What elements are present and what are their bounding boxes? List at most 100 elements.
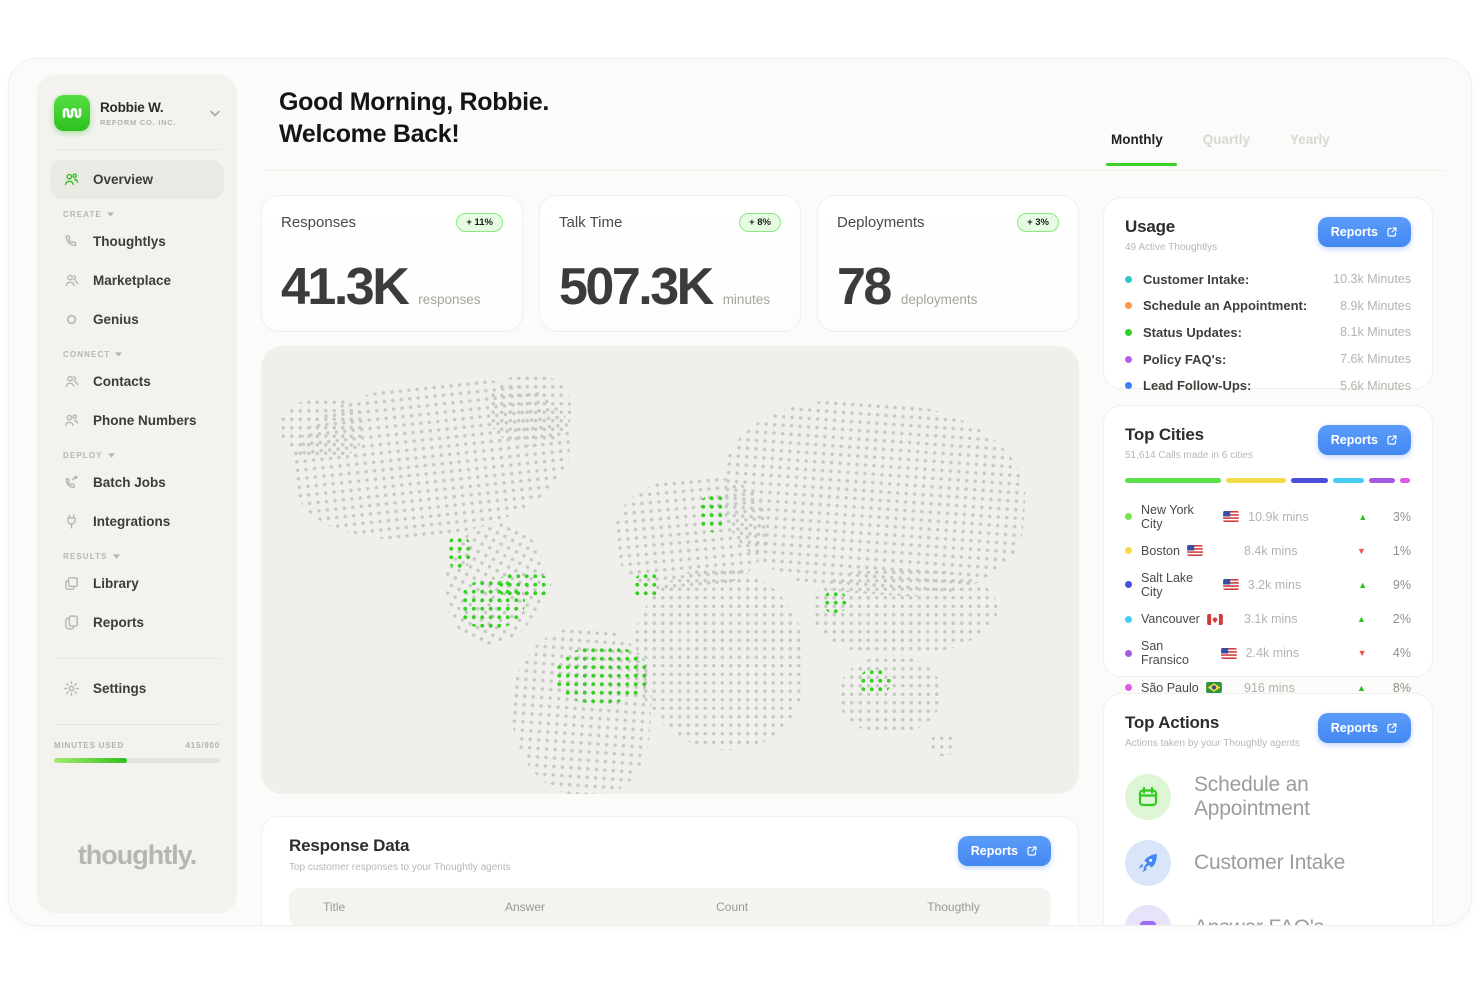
- flag-us-icon: [1223, 511, 1240, 523]
- sidebar: Robbie W. REFORM CO. INC. Overview CREAT…: [37, 75, 237, 913]
- gear-icon: [63, 680, 80, 697]
- layers-icon: [63, 575, 80, 592]
- call-cluster-uk: [633, 572, 661, 600]
- legend-dot: [1125, 649, 1132, 657]
- flag-us-icon: [1187, 545, 1203, 557]
- sidebar-item-label: Batch Jobs: [93, 475, 166, 490]
- flag-br-icon: [1205, 682, 1222, 694]
- sidebar-section-results[interactable]: RESULTS: [63, 552, 211, 561]
- legend-dot: [1125, 513, 1132, 521]
- people-icon: [63, 373, 80, 390]
- period-tabs: Monthly Quartly Yearly: [1106, 132, 1330, 166]
- response-data-subtitle: Top customer responses to your Thoughtly…: [289, 862, 511, 873]
- sidebar-item-label: Library: [93, 576, 139, 591]
- user-name: Robbie W.: [100, 99, 164, 115]
- trend-up-icon: ▲: [1357, 682, 1366, 693]
- stat-unit: minutes: [722, 292, 770, 307]
- legend-dot: [1125, 547, 1132, 555]
- stat-label: Talk Time: [559, 214, 623, 231]
- chevron-down-icon: [107, 452, 115, 458]
- sidebar-item-thoughtlys[interactable]: Thoughtlys: [50, 222, 224, 261]
- column-title: Title: [323, 900, 346, 914]
- sidebar-item-label: Integrations: [93, 514, 171, 529]
- sidebar-item-label: Phone Numbers: [93, 413, 197, 428]
- sidebar-section-connect[interactable]: CONNECT: [63, 350, 211, 359]
- city-row: São Paulo 916 mins ▲ 8%: [1125, 674, 1411, 701]
- trend-down-icon: ▼: [1357, 545, 1366, 556]
- sidebar-item-batch-jobs[interactable]: Batch Jobs: [50, 463, 224, 502]
- sidebar-item-label: Overview: [93, 172, 154, 187]
- stat-card-talk-time: Talk Time + 8% 507.3K minutes: [539, 195, 801, 332]
- flag-us-icon: [1222, 579, 1239, 591]
- bar-segment: [1225, 478, 1286, 483]
- documents-icon: [63, 614, 80, 631]
- top-actions-reports-button[interactable]: Reports: [1317, 713, 1411, 743]
- app-window: Robbie W. REFORM CO. INC. Overview CREAT…: [8, 58, 1472, 926]
- trend-badge: + 3%: [1017, 213, 1059, 232]
- sidebar-item-genius[interactable]: Genius: [50, 300, 224, 339]
- tab-quartly[interactable]: Quartly: [1202, 132, 1251, 147]
- response-data-card: Response Data Top customer responses to …: [261, 816, 1079, 925]
- trend-badge: + 8%: [739, 213, 781, 232]
- top-cities-reports-button[interactable]: Reports: [1317, 425, 1411, 455]
- people-icon: [63, 171, 80, 188]
- external-link-icon: [1387, 435, 1397, 445]
- divider: [54, 149, 220, 150]
- column-count: Count: [716, 900, 749, 914]
- people-icon: [63, 412, 80, 429]
- column-answer: Answer: [505, 900, 546, 914]
- page-title: Good Morning, Robbie. Welcome Back!: [279, 87, 549, 151]
- usage-reports-button[interactable]: Reports: [1317, 217, 1411, 247]
- landmass-africa: [633, 568, 805, 750]
- column-thougthly: Thougthly: [927, 900, 980, 914]
- response-data-title: Response Data: [289, 836, 410, 855]
- call-cluster-australia-east: [859, 668, 891, 696]
- workspace-switcher[interactable]: Robbie W. REFORM CO. INC.: [50, 89, 224, 147]
- sidebar-item-label: Contacts: [93, 374, 151, 389]
- sidebar-item-label: Settings: [93, 681, 147, 696]
- sidebar-item-label: Marketplace: [93, 273, 172, 288]
- stat-card-deployments: Deployments + 3% 78 deployments: [817, 195, 1079, 332]
- bar-segment: [1290, 478, 1329, 483]
- sidebar-item-overview[interactable]: Overview: [50, 160, 224, 199]
- minutes-used-label: MINUTES USED: [54, 741, 125, 750]
- plug-icon: [63, 513, 80, 530]
- divider: [54, 658, 220, 659]
- external-link-icon: [1387, 227, 1397, 237]
- minutes-used-value: 415/900: [185, 741, 220, 750]
- trend-down-icon: ▼: [1357, 648, 1367, 659]
- city-row: Salt Lake City 3.2k mins ▲ 9%: [1125, 564, 1411, 605]
- sidebar-item-label: Thoughtlys: [93, 234, 166, 249]
- sidebar-section-deploy[interactable]: DEPLOY: [63, 451, 211, 460]
- phone-arrow-icon: [63, 474, 80, 491]
- message-icon: [1140, 920, 1156, 925]
- table-header: Title Answer Count Thougthly: [289, 888, 1051, 925]
- sidebar-section-create[interactable]: CREATE: [63, 210, 211, 219]
- sidebar-item-phone-numbers[interactable]: Phone Numbers: [50, 401, 224, 440]
- top-cities-card: Top Cities 51,614 Calls made in 6 cities…: [1103, 405, 1433, 695]
- city-distribution-bar: [1125, 478, 1411, 483]
- sidebar-item-label: Genius: [93, 312, 139, 327]
- sidebar-item-integrations[interactable]: Integrations: [50, 502, 224, 541]
- sidebar-item-marketplace[interactable]: Marketplace: [50, 261, 224, 300]
- tab-yearly[interactable]: Yearly: [1290, 132, 1330, 147]
- sidebar-item-settings[interactable]: Settings: [50, 669, 224, 708]
- legend-dot: [1125, 275, 1132, 283]
- sidebar-item-library[interactable]: Library: [50, 564, 224, 603]
- chevron-down-icon: [115, 351, 123, 357]
- user-org: REFORM CO. INC.: [100, 117, 177, 127]
- legend-dot: [1125, 684, 1132, 692]
- tab-monthly[interactable]: Monthly: [1106, 132, 1177, 166]
- response-data-reports-button[interactable]: Reports: [957, 836, 1051, 866]
- rocket-icon: [1139, 853, 1157, 872]
- bar-segment: [1400, 478, 1411, 483]
- knot-icon: [63, 311, 80, 328]
- usage-row: Schedule an Appointment: 8.9k Minutes: [1125, 293, 1411, 320]
- people-icon: [63, 272, 80, 289]
- legend-dot: [1125, 581, 1132, 589]
- sidebar-item-contacts[interactable]: Contacts: [50, 362, 224, 401]
- thoughtly-app-icon: [54, 95, 90, 131]
- sidebar-item-reports[interactable]: Reports: [50, 603, 224, 642]
- flag-us-icon: [1220, 647, 1237, 659]
- world-map: [261, 346, 1079, 794]
